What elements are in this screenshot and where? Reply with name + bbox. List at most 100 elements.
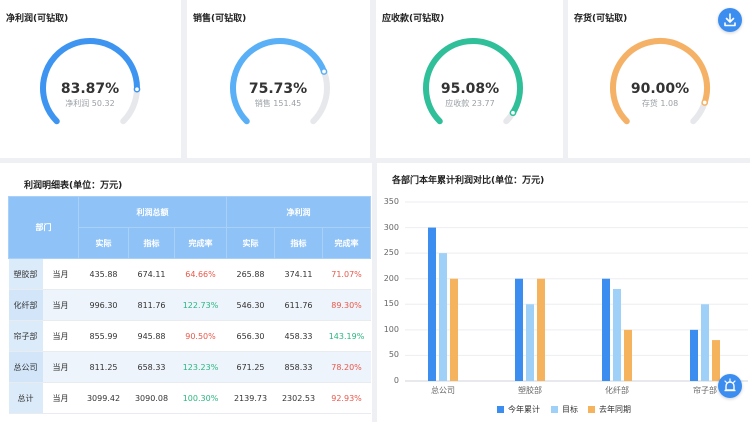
profit-table: 部门 利润总额 净利润 实际 指标 完成率 实际 指标 完成率 塑胶部 当月 435…: [8, 196, 372, 414]
table-row[interactable]: 总公司 当月 811.25 658.33 123.23% 671.25 858.33 78.2…: [8, 351, 371, 383]
gauge-handle: [320, 68, 328, 75]
gauge-progress: [230, 38, 328, 125]
actual-cell: 671.25: [226, 351, 275, 383]
actual-cell: 2139.73: [226, 382, 275, 414]
header-target: 指标: [274, 227, 323, 259]
period-cell: 当月: [42, 258, 79, 290]
dept-cell: 帘子部: [8, 320, 43, 352]
gauge: [423, 38, 523, 125]
x-tick-label: 塑胶部: [518, 386, 542, 395]
kpi-title: 应收款(可钻取): [382, 14, 445, 24]
rate-cell: 143.19%: [322, 320, 371, 352]
header-dept: 部门: [8, 196, 79, 259]
dept-cell: 塑胶部: [8, 258, 43, 290]
actual-cell: 855.99: [78, 320, 129, 352]
dept-cell: 化纤部: [8, 289, 43, 321]
actual-cell: 656.30: [226, 320, 275, 352]
y-tick-label: 50: [388, 350, 399, 360]
gauge-value: 95.08%: [440, 81, 500, 97]
period-cell: 当月: [42, 320, 79, 352]
header-target: 指标: [128, 227, 175, 259]
y-tick-label: 300: [383, 222, 399, 232]
target-cell: 2302.53: [274, 382, 323, 414]
gauge-progress: [610, 38, 710, 125]
rate-cell: 89.30%: [322, 289, 371, 321]
legend-label: 去年同期: [599, 405, 631, 414]
actual-cell: 435.88: [78, 258, 129, 290]
gauge-progress: [40, 38, 140, 125]
target-cell: 858.33: [274, 351, 323, 383]
alarm-button[interactable]: [718, 374, 742, 398]
target-cell: 658.33: [128, 351, 175, 383]
rate-cell: 64.66%: [174, 258, 227, 290]
legend-item[interactable]: 今年累计: [497, 404, 540, 415]
target-cell: 811.76: [128, 289, 175, 321]
gauge: [230, 38, 330, 125]
target-cell: 458.33: [274, 320, 323, 352]
target-cell: 945.88: [128, 320, 175, 352]
y-tick-label: 200: [383, 273, 399, 283]
gauge-subtitle: 净利润 50.32: [65, 99, 115, 108]
rate-cell: 78.20%: [322, 351, 371, 383]
gauge: [610, 38, 710, 125]
target-cell: 3090.08: [128, 382, 175, 414]
kpi-title: 销售(可钻取): [193, 14, 247, 24]
legend-item[interactable]: 去年同期: [588, 404, 631, 415]
profit-chart-card: [377, 163, 750, 422]
gauge: [40, 38, 141, 125]
kpi-card-receivables[interactable]: 应收款(可钻取) 95.08% 应收款 23.77: [376, 0, 563, 158]
kpi-title: 净利润(可钻取): [6, 14, 69, 24]
kpi-card-net-profit[interactable]: 净利润(可钻取) 83.87% 净利润 50.32: [0, 0, 181, 158]
gauge-value: 83.87%: [60, 81, 120, 97]
gauge-subtitle: 应收款 23.77: [445, 99, 495, 108]
y-tick-label: 100: [383, 324, 399, 334]
target-cell: 674.11: [128, 258, 175, 290]
target-cell: 374.11: [274, 258, 323, 290]
gauge-progress: [423, 38, 523, 125]
table-row[interactable]: 塑胶部 当月 435.88 674.11 64.66% 265.88 374.11 71.07…: [8, 258, 371, 290]
period-cell: 当月: [42, 351, 79, 383]
table-row[interactable]: 帘子部 当月 855.99 945.88 90.50% 656.30 458.33 143.1…: [8, 320, 371, 352]
header-total-profit: 利润总额: [78, 196, 227, 228]
header-net-profit: 净利润: [225, 196, 372, 228]
legend-label: 今年累计: [508, 405, 540, 414]
actual-cell: 996.30: [78, 289, 129, 321]
header-rate: 完成率: [321, 227, 372, 259]
actual-cell: 265.88: [226, 258, 275, 290]
y-tick-label: 350: [383, 197, 399, 206]
kpi-card-sales[interactable]: 销售(可钻取) 75.73% 销售 151.45: [187, 0, 370, 158]
header-actual: 实际: [226, 227, 275, 259]
kpi-title: 存货(可钻取): [574, 14, 628, 24]
legend-swatch: [551, 406, 558, 413]
gauge-subtitle: 存货 1.08: [641, 99, 679, 108]
header-actual: 实际: [78, 227, 129, 259]
rate-cell: 100.30%: [174, 382, 227, 414]
chart-title: 各部门本年累计利润对比(单位：万元): [392, 176, 545, 186]
gauge-handle: [509, 109, 517, 117]
rate-cell: 92.93%: [322, 382, 371, 414]
target-cell: 611.76: [274, 289, 323, 321]
rate-cell: 122.73%: [174, 289, 227, 321]
period-cell: 当月: [42, 382, 79, 414]
dept-cell: 总计: [8, 382, 43, 414]
actual-cell: 546.30: [226, 289, 275, 321]
gauge-handle: [133, 85, 141, 93]
gauge-subtitle: 销售 151.45: [254, 99, 302, 108]
table-title: 利润明细表(单位：万元): [24, 181, 123, 191]
alarm-icon: [724, 378, 736, 392]
rate-cell: 123.23%: [174, 351, 227, 383]
legend-swatch: [588, 406, 595, 413]
x-tick-label: 化纤部: [605, 386, 629, 395]
y-tick-label: 150: [383, 299, 399, 309]
table-row[interactable]: 化纤部 当月 996.30 811.76 122.73% 546.30 611.76 89.3…: [8, 289, 371, 321]
gauge-handle: [701, 99, 709, 106]
download-icon: [724, 13, 736, 27]
table-row[interactable]: 总计 当月 3099.42 3090.08 100.30% 2139.73 2302.53 9…: [8, 382, 371, 414]
legend-swatch: [497, 406, 504, 413]
x-tick-label: 总公司: [431, 386, 455, 395]
y-tick-label: 0: [393, 376, 399, 385]
download-button[interactable]: [718, 8, 742, 32]
legend-item[interactable]: 目标: [551, 404, 578, 415]
header-rate: 完成率: [174, 227, 227, 259]
rate-cell: 90.50%: [174, 320, 227, 352]
